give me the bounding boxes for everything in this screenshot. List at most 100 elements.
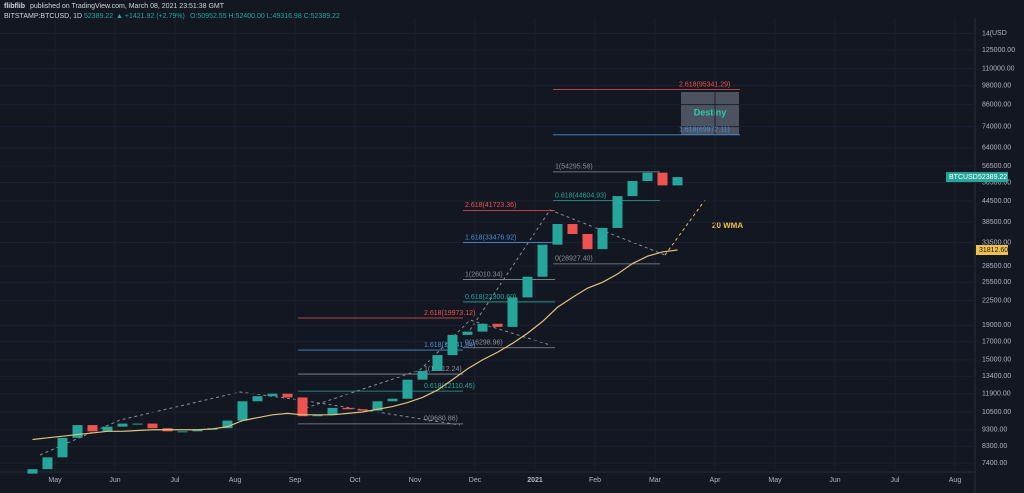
- x-tick-label: Aug: [949, 477, 962, 484]
- candle: [507, 297, 518, 327]
- candle: [327, 407, 338, 415]
- x-tick-label: Sep: [289, 477, 302, 484]
- fib-label: 2.618(41723.36): [465, 202, 516, 209]
- candle: [372, 401, 383, 411]
- y-tick-label: 38500.00: [982, 219, 1011, 226]
- candle: [297, 397, 308, 417]
- x-tick-label: Nov: [409, 477, 422, 484]
- fib-label: 0(9680.86): [424, 416, 458, 423]
- candle: [612, 196, 623, 228]
- candle: [537, 244, 548, 277]
- wma-tag-value: 31812.60: [979, 247, 1008, 254]
- candle: [627, 181, 638, 197]
- fib-label: 0.618(22300.60): [465, 294, 516, 301]
- fib-label: 1(26010.34): [465, 271, 503, 278]
- wma-tag-bg: [976, 245, 1008, 256]
- x-tick-label: Mar: [649, 477, 662, 484]
- y-tick-label: 13400.00: [982, 373, 1011, 380]
- last-price: 52389.22: [84, 13, 113, 20]
- candle: [237, 401, 248, 421]
- candle: [492, 323, 503, 327]
- candle: [267, 393, 278, 397]
- y-tick-label: 22500.00: [982, 297, 1011, 304]
- candle: [522, 276, 533, 298]
- candle: [657, 172, 668, 186]
- y-tick-label: 125000.00: [982, 47, 1015, 54]
- x-tick-label: Dec: [469, 477, 482, 484]
- fib-label: 0.618(44604.93): [555, 192, 606, 199]
- fib-label: 2.618(95341.29): [679, 81, 730, 88]
- x-tick-label: Jun: [829, 477, 840, 484]
- destiny-label: Destiny: [694, 107, 727, 117]
- ohlc: O:50952.55 H:52400.00 L:49316.98 C:52389…: [190, 13, 340, 20]
- price-tag-bg: [946, 172, 1008, 183]
- symbol: BITSTAMP:BTCUSD, 1D: [4, 13, 82, 20]
- y-tick-label: 14(: [982, 30, 993, 37]
- x-tick-label: Aug: [229, 477, 242, 484]
- y-tick-label: 50500.00: [982, 179, 1011, 186]
- x-tick-label: Jul: [171, 477, 180, 484]
- y-tick-label: 8300.00: [982, 443, 1007, 450]
- x-tick-label: May: [48, 477, 62, 484]
- candle: [552, 224, 563, 245]
- fib-label: 0.618(12110.45): [424, 383, 475, 390]
- candle: [252, 396, 263, 402]
- candle: [477, 323, 488, 332]
- candle: [462, 331, 473, 335]
- fib-label: 0(28927.40): [555, 256, 593, 263]
- y-tick-label: 98000.00: [982, 82, 1011, 89]
- y-tick-label: 17000.00: [982, 338, 1011, 345]
- publisher: flibflib: [4, 3, 25, 10]
- x-tick-label: 2021: [527, 477, 543, 484]
- published: published on TradingView.com, March 08, …: [30, 3, 225, 10]
- candle: [87, 425, 98, 432]
- y-tick-label: 33500.00: [982, 239, 1011, 246]
- wma-label: 20 WMA: [712, 221, 743, 230]
- fib-label: 1(54295.58): [555, 164, 593, 171]
- candle: [582, 233, 593, 250]
- candle: [312, 414, 323, 417]
- y-tick-label: 10500.00: [982, 409, 1011, 416]
- candle: [417, 371, 428, 380]
- candle: [567, 224, 578, 234]
- candle: [222, 420, 233, 429]
- y-tick-label: 44500.00: [982, 198, 1011, 205]
- candle: [192, 429, 203, 432]
- x-tick-label: Jun: [109, 477, 120, 484]
- y-tick-label: 56500.00: [982, 163, 1011, 170]
- y-tick-label: 9300.00: [982, 427, 1007, 434]
- candle: [57, 437, 68, 458]
- fib-label: 1(13612.24): [424, 366, 462, 373]
- fib-label: 1.618(33476.92): [465, 234, 516, 241]
- candle: [282, 393, 293, 398]
- x-tick-label: Apr: [710, 477, 722, 484]
- candle: [387, 398, 398, 402]
- candle: [642, 172, 653, 182]
- x-tick-label: Oct: [350, 477, 361, 484]
- fib-label: 1.618(69972.11): [679, 127, 730, 134]
- candle: [447, 334, 458, 356]
- candle: [672, 177, 683, 186]
- candle: [72, 425, 83, 438]
- price-tag-name: BTCUSD: [949, 174, 978, 181]
- y-tick-label: 64000.00: [982, 145, 1011, 152]
- y-tick-label: 28500.00: [982, 263, 1011, 270]
- x-tick-label: Feb: [589, 477, 601, 484]
- candle: [102, 426, 113, 432]
- destiny-box: [681, 92, 739, 135]
- y-tick-label: 86000.00: [982, 102, 1011, 109]
- change: ▲ +1421.92 (+2.79%): [116, 13, 185, 20]
- x-tick-label: May: [768, 477, 782, 484]
- candle: [597, 227, 608, 250]
- candle: [177, 431, 188, 433]
- candle: [132, 423, 143, 425]
- axis-unit: USD: [992, 30, 1007, 37]
- y-tick-label: 110000.00: [982, 66, 1015, 73]
- candle: [432, 355, 443, 372]
- x-tick-label: Jul: [891, 477, 900, 484]
- wma-line: [32, 249, 678, 441]
- candle: [147, 423, 158, 429]
- candle: [42, 457, 53, 470]
